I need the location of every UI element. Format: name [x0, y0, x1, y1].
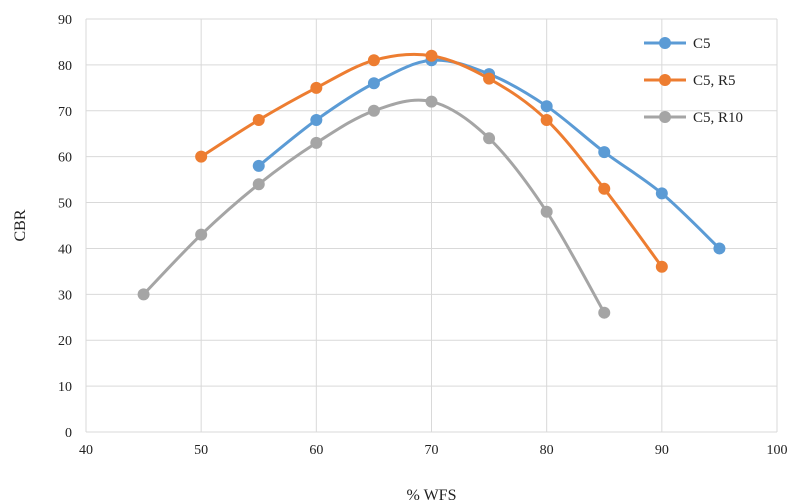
series-line: [142, 98, 606, 315]
data-point: [540, 113, 553, 126]
data-point: [655, 187, 668, 200]
y-tick-label: 90: [58, 13, 72, 28]
legend-item: C5, R5: [644, 73, 736, 89]
data-point: [655, 260, 668, 273]
y-tick-label: 80: [58, 59, 72, 74]
data-point: [252, 113, 265, 126]
legend-item: C5, R10: [644, 110, 743, 126]
axes: 0 10 20 30 40 50 60 70 80 90 40 50 60 70 80 90 100: [58, 13, 788, 458]
x-tick-label: 80: [540, 443, 554, 458]
series-line: [257, 58, 721, 250]
data-point: [598, 146, 611, 159]
series-2: [195, 49, 668, 273]
y-tick-label: 60: [58, 151, 72, 166]
legend-marker: [659, 37, 671, 49]
data-point: [195, 228, 208, 241]
legend: C5 C5, R5 C5, R10: [644, 36, 743, 126]
legend-item: C5: [644, 36, 711, 52]
legend-label: C5: [693, 36, 711, 52]
data-point: [195, 150, 208, 163]
data-point: [137, 288, 150, 301]
data-point: [310, 113, 323, 126]
data-point: [367, 54, 380, 67]
data-point: [367, 77, 380, 90]
y-tick-label: 0: [65, 426, 72, 441]
legend-label: C5, R5: [693, 73, 736, 89]
series-3: [137, 95, 611, 319]
legend-marker: [659, 74, 671, 86]
y-tick-label: 20: [58, 334, 72, 349]
data-point: [540, 205, 553, 218]
data-point: [252, 159, 265, 172]
data-point: [598, 182, 611, 195]
x-tick-label: 90: [655, 443, 669, 458]
data-point: [310, 136, 323, 149]
data-point: [425, 95, 438, 108]
y-tick-label: 10: [58, 380, 72, 395]
y-tick-label: 40: [58, 242, 72, 257]
y-tick-label: 30: [58, 288, 72, 303]
x-tick-label: 100: [767, 443, 788, 458]
y-tick-label: 70: [58, 105, 72, 120]
data-point: [483, 72, 496, 85]
data-point: [310, 81, 323, 94]
legend-label: C5, R10: [693, 110, 743, 126]
legend-marker: [659, 111, 671, 123]
data-point: [540, 100, 553, 113]
data-point: [425, 49, 438, 62]
data-point: [483, 132, 496, 145]
y-axis-title: CBR: [12, 209, 29, 241]
gridlines: [85, 18, 778, 433]
x-tick-label: 70: [425, 443, 439, 458]
data-point: [367, 104, 380, 117]
x-axis-title: % WFS: [407, 487, 457, 504]
series-lines: [137, 49, 726, 319]
x-tick-label: 40: [79, 443, 93, 458]
x-tick-label: 60: [309, 443, 323, 458]
data-point: [598, 306, 611, 319]
data-point: [713, 242, 726, 255]
data-point: [252, 178, 265, 191]
x-tick-label: 50: [194, 443, 208, 458]
y-tick-label: 50: [58, 197, 72, 212]
